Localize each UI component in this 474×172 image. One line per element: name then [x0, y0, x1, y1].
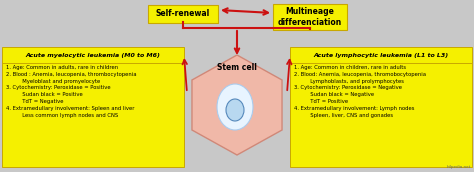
Text: 1. Age: Common in adults, rare in children
2. Blood : Anemia, leucopenia, thromb: 1. Age: Common in adults, rare in childr… [6, 65, 137, 118]
FancyBboxPatch shape [2, 47, 184, 63]
FancyBboxPatch shape [290, 61, 472, 167]
Ellipse shape [226, 99, 244, 121]
Text: Stem cell: Stem cell [217, 62, 257, 72]
Ellipse shape [217, 84, 253, 130]
Text: hilpedia.net: hilpedia.net [447, 165, 471, 169]
Text: Multineage
differenciation: Multineage differenciation [278, 7, 342, 27]
Text: Acute myelocytic leukemia (M0 to M6): Acute myelocytic leukemia (M0 to M6) [26, 53, 160, 58]
Text: Acute lymphocytic leukemia (L1 to L3): Acute lymphocytic leukemia (L1 to L3) [313, 53, 448, 58]
FancyBboxPatch shape [148, 5, 218, 23]
Polygon shape [192, 55, 282, 155]
Text: 1. Age: Common in children, rare in adults
2. Blood: Anemia, leucopenia, thromob: 1. Age: Common in children, rare in adul… [294, 65, 426, 118]
FancyBboxPatch shape [273, 4, 347, 30]
Text: Self-renewal: Self-renewal [156, 9, 210, 19]
FancyBboxPatch shape [2, 61, 184, 167]
FancyBboxPatch shape [290, 47, 472, 63]
